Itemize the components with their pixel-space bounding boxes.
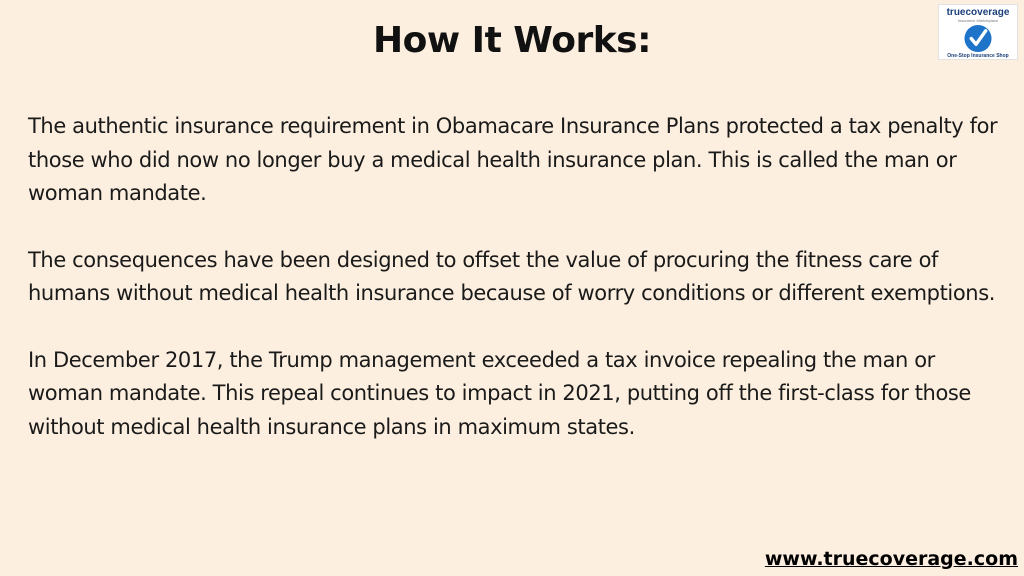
truecoverage-logo: truecoverage Insurance Marketplace One-S… xyxy=(938,4,1018,60)
logo-tagline: One-Stop Insurance Shop xyxy=(947,53,1009,59)
paragraph-1: The authentic insurance requirement in O… xyxy=(28,114,998,205)
content-body: The authentic insurance requirement in O… xyxy=(28,110,1003,477)
logo-brand-text: truecoverage xyxy=(946,7,1010,18)
paragraph-2: The consequences have been designed to o… xyxy=(28,247,996,306)
checkmark-circle-icon xyxy=(964,24,992,53)
page-title: How It Works: xyxy=(373,20,651,61)
logo-subtitle: Insurance Marketplace xyxy=(957,18,999,23)
website-link[interactable]: www.truecoverage.com xyxy=(764,548,1018,570)
paragraph-3: In December 2017, the Trump management e… xyxy=(28,347,971,439)
